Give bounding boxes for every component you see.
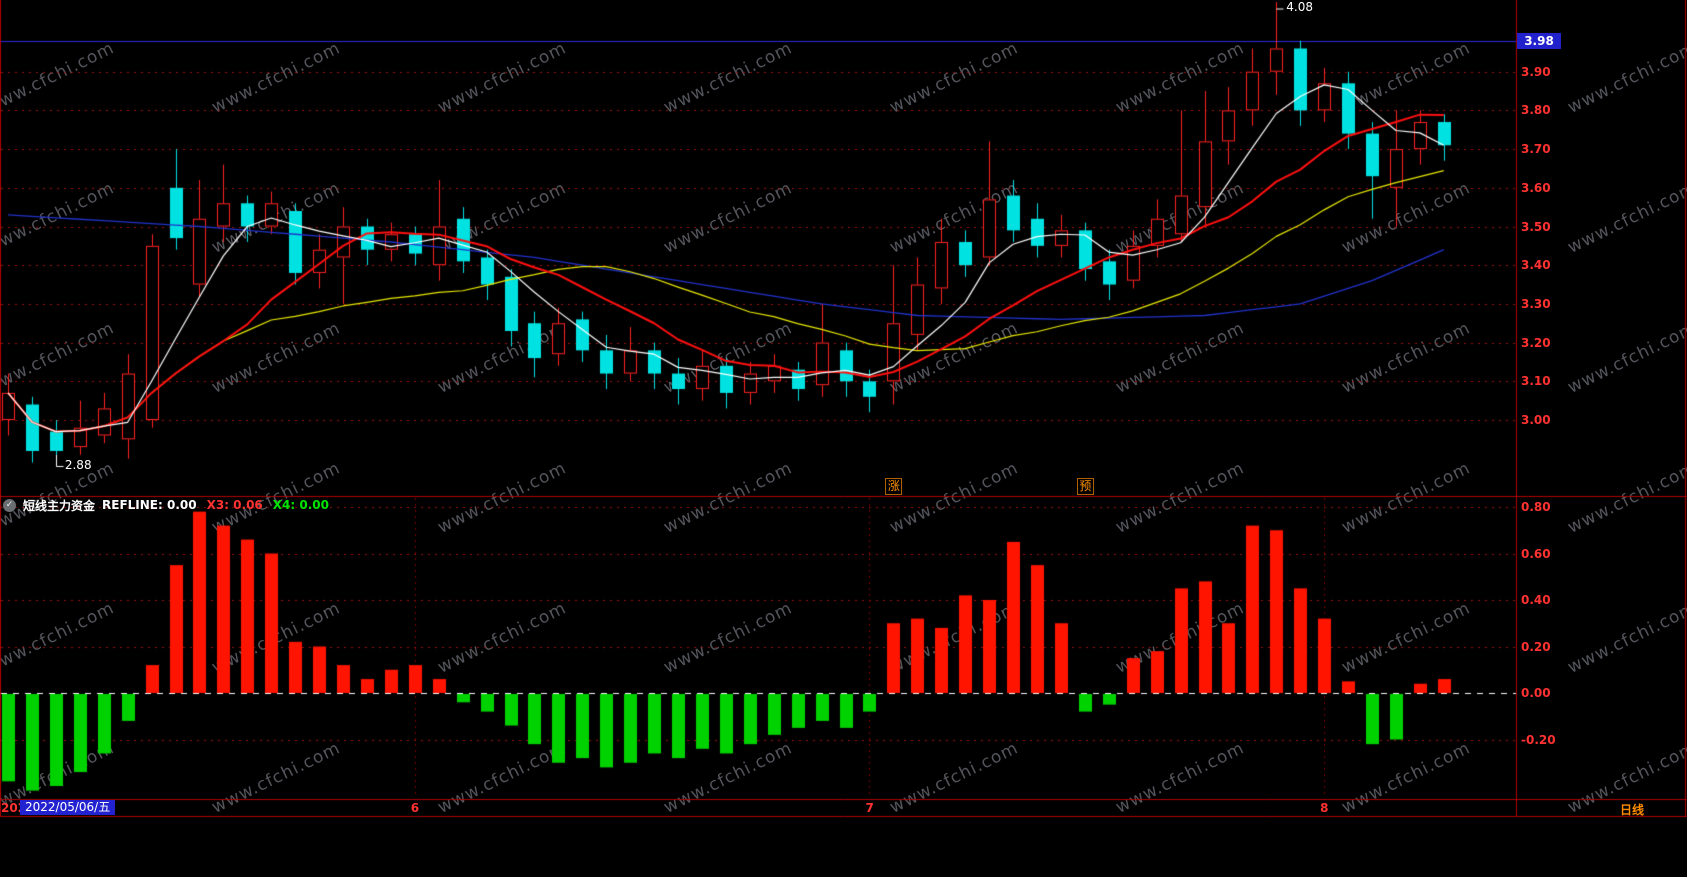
indicator-axis-label: 0.60 [1521, 546, 1551, 561]
indicator-axis-label: 0.00 [1521, 686, 1551, 700]
price-axis-label: 3.80 [1521, 103, 1551, 118]
month-tick-label: 6 [410, 801, 420, 815]
price-axis-label: 3.10 [1521, 374, 1551, 389]
indicator-name: 短线主力资金 [23, 498, 96, 513]
indicator-axis-label: 0.80 [1521, 500, 1551, 514]
indicator-legend-item: X4: 0.00 [272, 498, 329, 512]
price-axis-label: 3.30 [1521, 296, 1551, 311]
indicator-legend-item: X3: 0.06 [206, 498, 263, 512]
price-axis-label: 3.00 [1521, 413, 1551, 427]
month-tick-label: 7 [865, 801, 874, 815]
price-axis-label: 3.50 [1521, 219, 1551, 234]
price-axis-label: 3.40 [1521, 258, 1551, 273]
bottom-axis-bar: 202 2022/05/06/五 日线 6 7 8 [0, 800, 1687, 817]
indicator-axis-label: 0.20 [1521, 639, 1551, 654]
indicator-axis-label: -0.20 [1521, 732, 1556, 747]
indicator-legend-item: REFLINE: 0.00 [102, 498, 197, 512]
indicator-axis-label: 0.40 [1521, 593, 1551, 607]
price-axis-label: 3.70 [1521, 142, 1551, 157]
price-axis-label: 3.90 [1521, 64, 1551, 79]
price-axis-label: 3.20 [1521, 335, 1551, 350]
indicator-legend: REFLINE: 0.00 X3: 0.06 X4: 0.00 [102, 498, 339, 512]
date-highlight-box[interactable]: 2022/05/06/五 [20, 800, 116, 815]
event-flag[interactable]: 预 [1076, 478, 1094, 495]
high-price-annotation: 4.08 [1286, 0, 1313, 14]
period-label[interactable]: 日线 [1620, 803, 1645, 817]
partial-year-label: 202 [1, 801, 27, 815]
event-flag[interactable]: 涨 [885, 478, 903, 495]
current-price-box: 3.98 [1517, 33, 1561, 49]
indicator-collapse-icon[interactable]: ✓ [3, 498, 16, 512]
price-axis-label: 3.60 [1521, 180, 1551, 195]
indicator-header: ✓ 短线主力资金 REFLINE: 0.00 X3: 0.06 X4: 0.00 [3, 497, 339, 513]
month-tick-label: 8 [1320, 801, 1329, 815]
low-price-annotation: 2.88 [64, 458, 92, 472]
